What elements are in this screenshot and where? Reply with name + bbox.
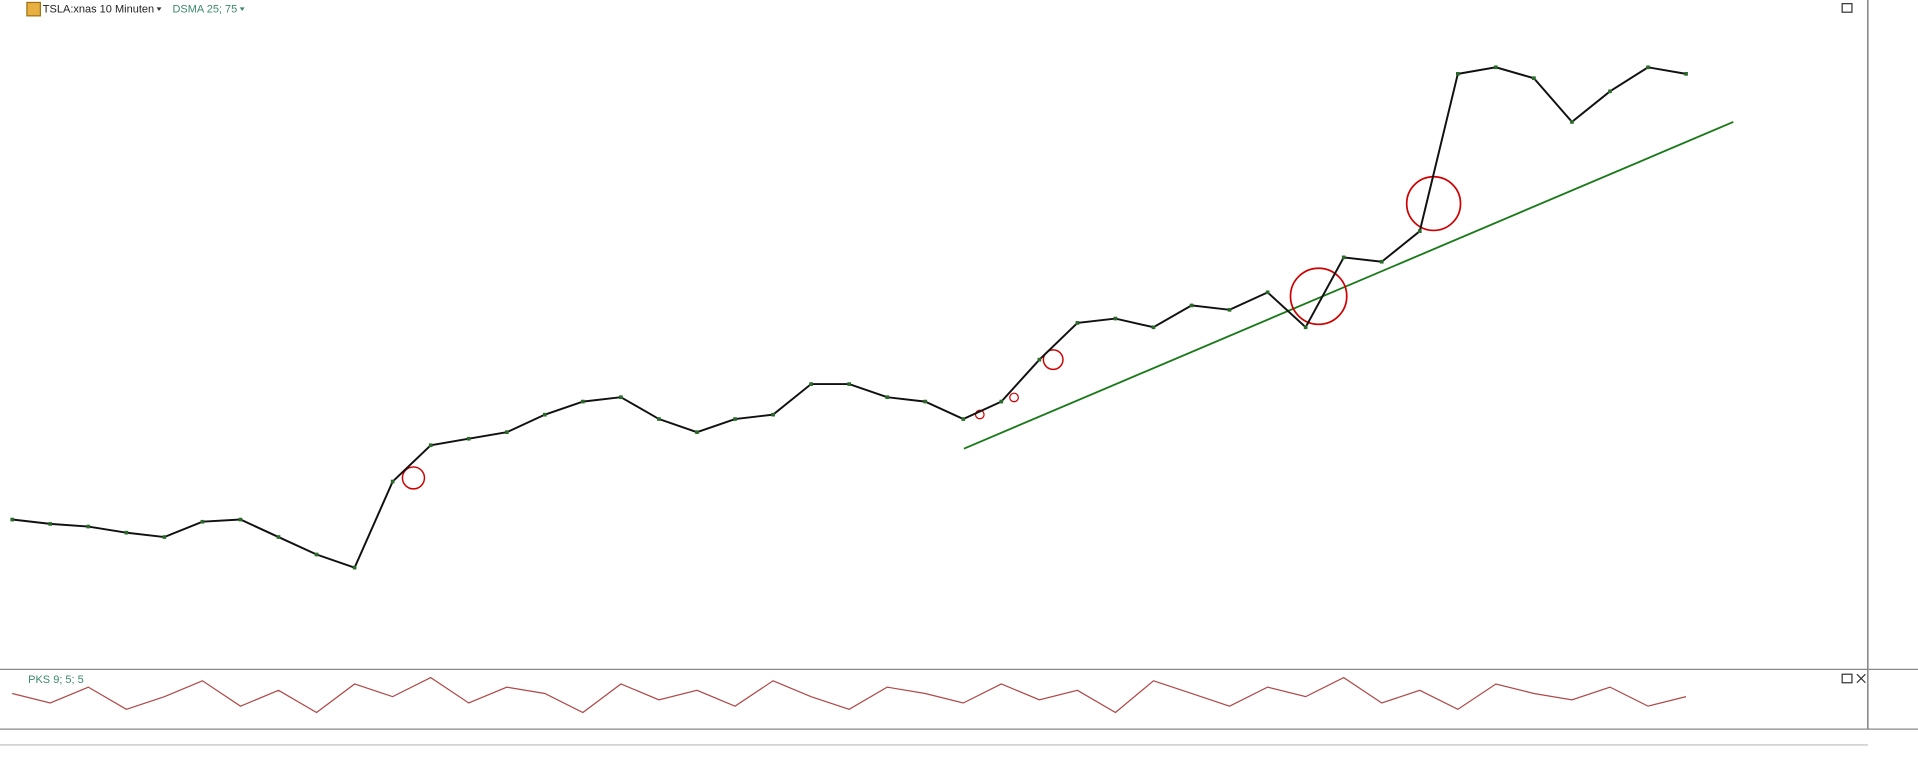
price-point bbox=[695, 430, 699, 434]
price-point bbox=[314, 552, 319, 557]
price-point bbox=[542, 412, 547, 417]
price-point bbox=[390, 479, 395, 484]
price-point bbox=[1075, 321, 1080, 325]
chart-title: TSLA:xnas 10 Minuten bbox=[43, 4, 154, 16]
annotation-circle bbox=[401, 466, 426, 490]
price-point bbox=[1684, 72, 1688, 76]
oscillator-label[interactable]: PKS 9; 5; 5 bbox=[28, 674, 84, 686]
price-point bbox=[809, 382, 813, 386]
price-point bbox=[657, 417, 661, 421]
price-point bbox=[619, 395, 623, 400]
price-point bbox=[847, 382, 851, 386]
price-point bbox=[999, 399, 1004, 404]
price-point bbox=[352, 565, 357, 570]
maximize-button[interactable] bbox=[1841, 3, 1853, 13]
price-point bbox=[1113, 316, 1118, 321]
price-point bbox=[733, 417, 737, 421]
price-point bbox=[162, 535, 167, 539]
price-point bbox=[1151, 325, 1156, 330]
price-point bbox=[1608, 89, 1612, 94]
price-point bbox=[10, 517, 15, 522]
annotation-circle bbox=[974, 409, 985, 420]
close-button[interactable] bbox=[1856, 673, 1866, 684]
price-point bbox=[1379, 259, 1384, 264]
dropdown-arrow[interactable] bbox=[239, 7, 245, 11]
annotation-circle bbox=[1042, 349, 1064, 371]
annotation-circle bbox=[1289, 267, 1348, 326]
price-point bbox=[428, 443, 433, 448]
symbol-icon bbox=[26, 1, 41, 17]
price-point bbox=[238, 517, 243, 522]
price-point bbox=[124, 530, 129, 535]
price-point bbox=[1570, 120, 1574, 124]
price-point bbox=[504, 430, 509, 434]
price-point bbox=[923, 399, 928, 404]
annotation-circle bbox=[1009, 392, 1019, 403]
price-point bbox=[581, 399, 585, 404]
price-point bbox=[86, 524, 91, 529]
price-point bbox=[1417, 229, 1422, 233]
price-point bbox=[1189, 303, 1194, 308]
price-point bbox=[466, 436, 471, 441]
price-point bbox=[771, 412, 775, 417]
trendline bbox=[963, 121, 1734, 450]
price-point bbox=[1494, 65, 1498, 70]
price-point bbox=[961, 417, 966, 421]
axis-panel bbox=[1867, 0, 1918, 730]
price-point bbox=[48, 522, 53, 526]
price-point bbox=[1341, 255, 1346, 260]
oscillator-line bbox=[12, 676, 1687, 714]
price-point bbox=[276, 535, 281, 539]
price-point bbox=[1227, 307, 1232, 312]
maximize-button[interactable] bbox=[1841, 673, 1853, 684]
price-point bbox=[1265, 290, 1270, 295]
price-point bbox=[1303, 325, 1308, 330]
price-point bbox=[200, 519, 205, 524]
price-point bbox=[1037, 357, 1042, 362]
indicator-label[interactable]: DSMA 25; 75 bbox=[172, 4, 237, 16]
price-point bbox=[1646, 65, 1650, 70]
dropdown-arrow[interactable] bbox=[156, 7, 162, 11]
price-point bbox=[1455, 72, 1460, 76]
plot-layer bbox=[10, 65, 1688, 714]
price-point bbox=[885, 395, 890, 400]
price-point bbox=[1532, 76, 1536, 81]
